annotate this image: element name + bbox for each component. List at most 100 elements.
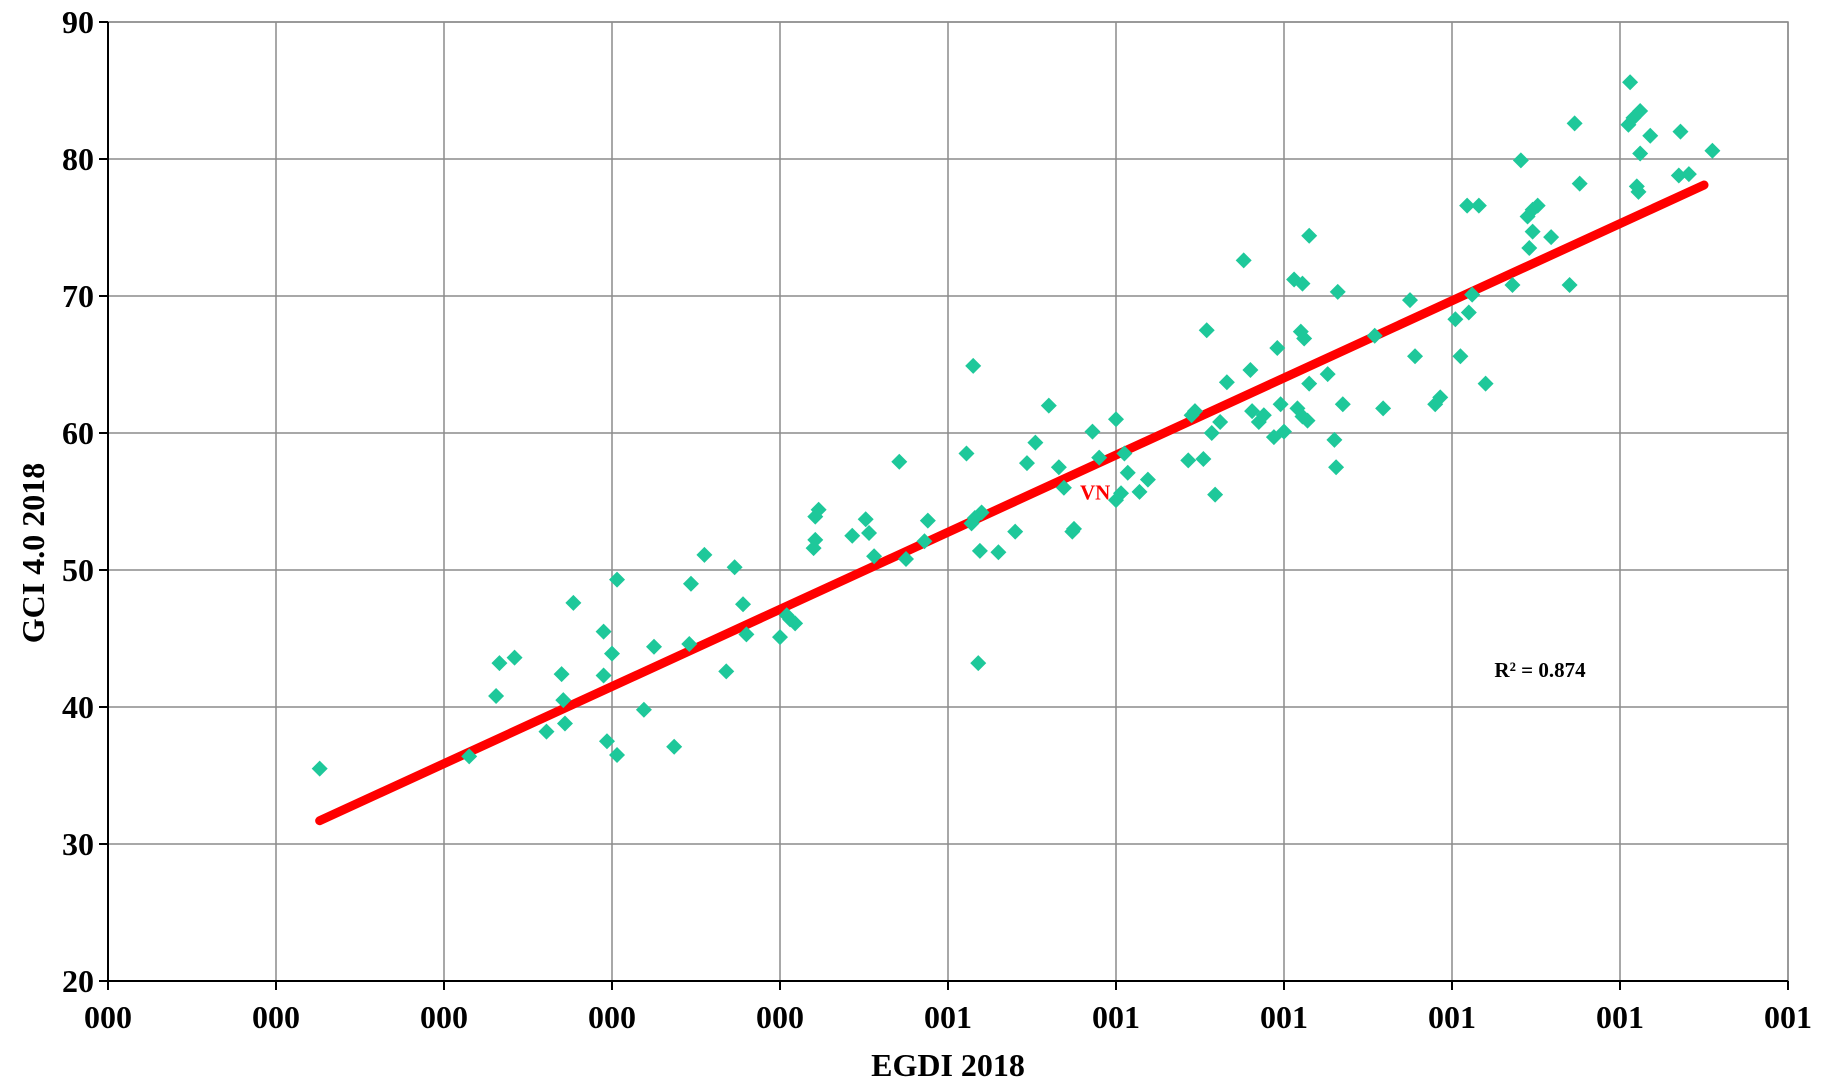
data-point <box>1329 283 1346 300</box>
data-point <box>1203 425 1220 441</box>
data-point <box>1301 375 1318 392</box>
data-point <box>787 615 804 632</box>
data-point <box>857 511 874 528</box>
data-point <box>1432 389 1449 406</box>
data-point <box>1235 252 1252 269</box>
data-point <box>844 527 861 544</box>
data-point <box>1276 423 1292 440</box>
data-point <box>1543 229 1560 246</box>
data-point <box>1218 374 1235 391</box>
x-tick-label: 000 <box>420 999 468 1035</box>
data-point <box>609 746 626 763</box>
data-point <box>1704 142 1721 159</box>
x-tick-label: 001 <box>1596 999 1644 1035</box>
data-point <box>488 688 505 705</box>
x-axis-title: EGDI 2018 <box>871 1047 1025 1083</box>
data-point <box>556 715 573 732</box>
x-tick-label: 000 <box>84 999 132 1035</box>
data-point <box>916 533 933 550</box>
x-tick-label: 000 <box>252 999 300 1035</box>
data-point <box>1375 400 1392 417</box>
x-tick-label: 001 <box>1092 999 1140 1035</box>
data-point <box>1460 304 1477 321</box>
data-point <box>738 626 755 643</box>
data-point <box>1108 411 1124 428</box>
y-tick-label: 60 <box>62 415 94 451</box>
data-point <box>1622 74 1639 91</box>
data-point <box>1452 348 1469 365</box>
data-point <box>1407 348 1424 365</box>
highlight-point <box>1091 449 1108 466</box>
y-tick-label: 80 <box>62 141 94 177</box>
data-point <box>604 645 620 662</box>
data-point <box>1566 115 1583 132</box>
data-point <box>1672 123 1689 140</box>
data-point <box>772 629 788 646</box>
data-point <box>1131 483 1148 500</box>
x-tick-labels: 000 000 000 000 000 001 001 001 001 001 001 <box>84 981 1812 1035</box>
data-point <box>1212 414 1229 431</box>
data-point <box>666 738 683 755</box>
data-point <box>1504 277 1521 294</box>
data-point <box>1066 520 1082 537</box>
data-point <box>682 575 699 592</box>
data-point <box>491 655 508 672</box>
data-point <box>861 525 878 542</box>
data-point <box>898 551 914 568</box>
data-point <box>1402 292 1418 309</box>
x-tick-label: 001 <box>1260 999 1308 1035</box>
data-point <box>1050 459 1067 476</box>
data-point <box>807 531 824 548</box>
data-point <box>1571 175 1588 192</box>
data-point <box>1301 227 1318 244</box>
data-point <box>919 512 936 529</box>
data-point <box>1632 145 1649 162</box>
data-point <box>696 546 713 563</box>
data-point <box>1464 286 1481 303</box>
data-point <box>971 542 988 559</box>
data-point <box>1561 277 1578 294</box>
data-point <box>595 623 612 640</box>
data-point <box>1670 167 1687 184</box>
data-point <box>506 649 523 666</box>
data-point <box>1186 403 1203 420</box>
data-point <box>1055 479 1072 496</box>
y-tick-label: 50 <box>62 552 94 588</box>
data-point <box>1180 452 1197 469</box>
x-tick-label: 000 <box>588 999 636 1035</box>
y-tick-label: 70 <box>62 278 94 314</box>
data-point <box>1366 327 1383 344</box>
data-point <box>1529 197 1546 214</box>
y-tick-labels: 20 30 40 50 60 70 80 90 <box>62 4 108 999</box>
x-tick-label: 001 <box>924 999 972 1035</box>
data-point <box>1521 240 1538 257</box>
data-point <box>1269 340 1286 357</box>
data-point <box>1680 166 1697 183</box>
data-point <box>681 635 698 652</box>
data-point <box>1018 455 1035 472</box>
data-point <box>1294 275 1311 292</box>
data-point <box>990 544 1007 561</box>
data-point <box>965 357 982 374</box>
data-point <box>1084 423 1101 440</box>
data-point <box>1319 366 1336 383</box>
data-point <box>970 655 987 672</box>
data-point <box>1328 459 1345 476</box>
data-point <box>1632 103 1649 120</box>
data-point <box>1642 127 1659 144</box>
data-point <box>1630 183 1647 200</box>
data-point <box>958 445 975 462</box>
data-point <box>1326 431 1343 448</box>
data-point <box>1007 523 1024 540</box>
data-point <box>1119 464 1136 481</box>
data-point <box>1139 471 1156 488</box>
data-point <box>973 504 990 521</box>
data-point <box>1040 397 1057 414</box>
data-point <box>311 760 328 777</box>
highlight-label: VN <box>1080 481 1110 505</box>
data-point <box>1195 451 1212 468</box>
data-point <box>538 723 555 740</box>
data-point <box>1116 445 1133 462</box>
y-tick-label: 30 <box>62 826 94 862</box>
